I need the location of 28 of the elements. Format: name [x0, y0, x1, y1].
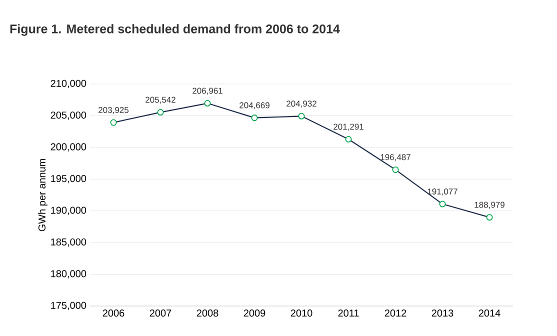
- data-label: 205,542: [146, 96, 176, 104]
- x-tick-label: 2007: [150, 310, 172, 317]
- x-tick-label: 2013: [432, 310, 454, 317]
- chart-title: Figure 1. Metered scheduled demand from 2006 to 2014: [10, 24, 340, 36]
- y-tick-label: 175,000: [51, 302, 86, 310]
- y-axis-title: GWh per annum: [38, 158, 48, 232]
- data-label: 203,925: [98, 106, 129, 114]
- x-tick-label: 2006: [102, 310, 124, 317]
- data-label: 188,979: [474, 202, 504, 209]
- x-tick-label: 2009: [244, 310, 266, 317]
- y-tick-label: 190,000: [51, 206, 86, 215]
- y-tick-label: 210,000: [50, 80, 86, 88]
- data-label: 191,077: [428, 188, 458, 196]
- y-tick-label: 200,000: [50, 143, 86, 152]
- data-label: 206,961: [192, 88, 222, 95]
- x-tick-label: 2012: [384, 310, 406, 317]
- y-tick-label: 205,000: [50, 112, 86, 120]
- x-tick-label: 2011: [338, 310, 359, 317]
- data-label: 196,487: [380, 154, 410, 162]
- data-label: 201,291: [334, 124, 364, 131]
- data-label: 204,669: [240, 102, 270, 110]
- y-tick-label: 195,000: [51, 175, 86, 184]
- x-tick-label: 2008: [196, 310, 218, 317]
- x-tick-label: 2014: [478, 310, 500, 317]
- x-tick-label: 2010: [290, 310, 312, 317]
- y-tick-label: 180,000: [51, 270, 86, 278]
- data-label: 204,932: [286, 100, 316, 108]
- y-tick-label: 185,000: [51, 238, 86, 247]
